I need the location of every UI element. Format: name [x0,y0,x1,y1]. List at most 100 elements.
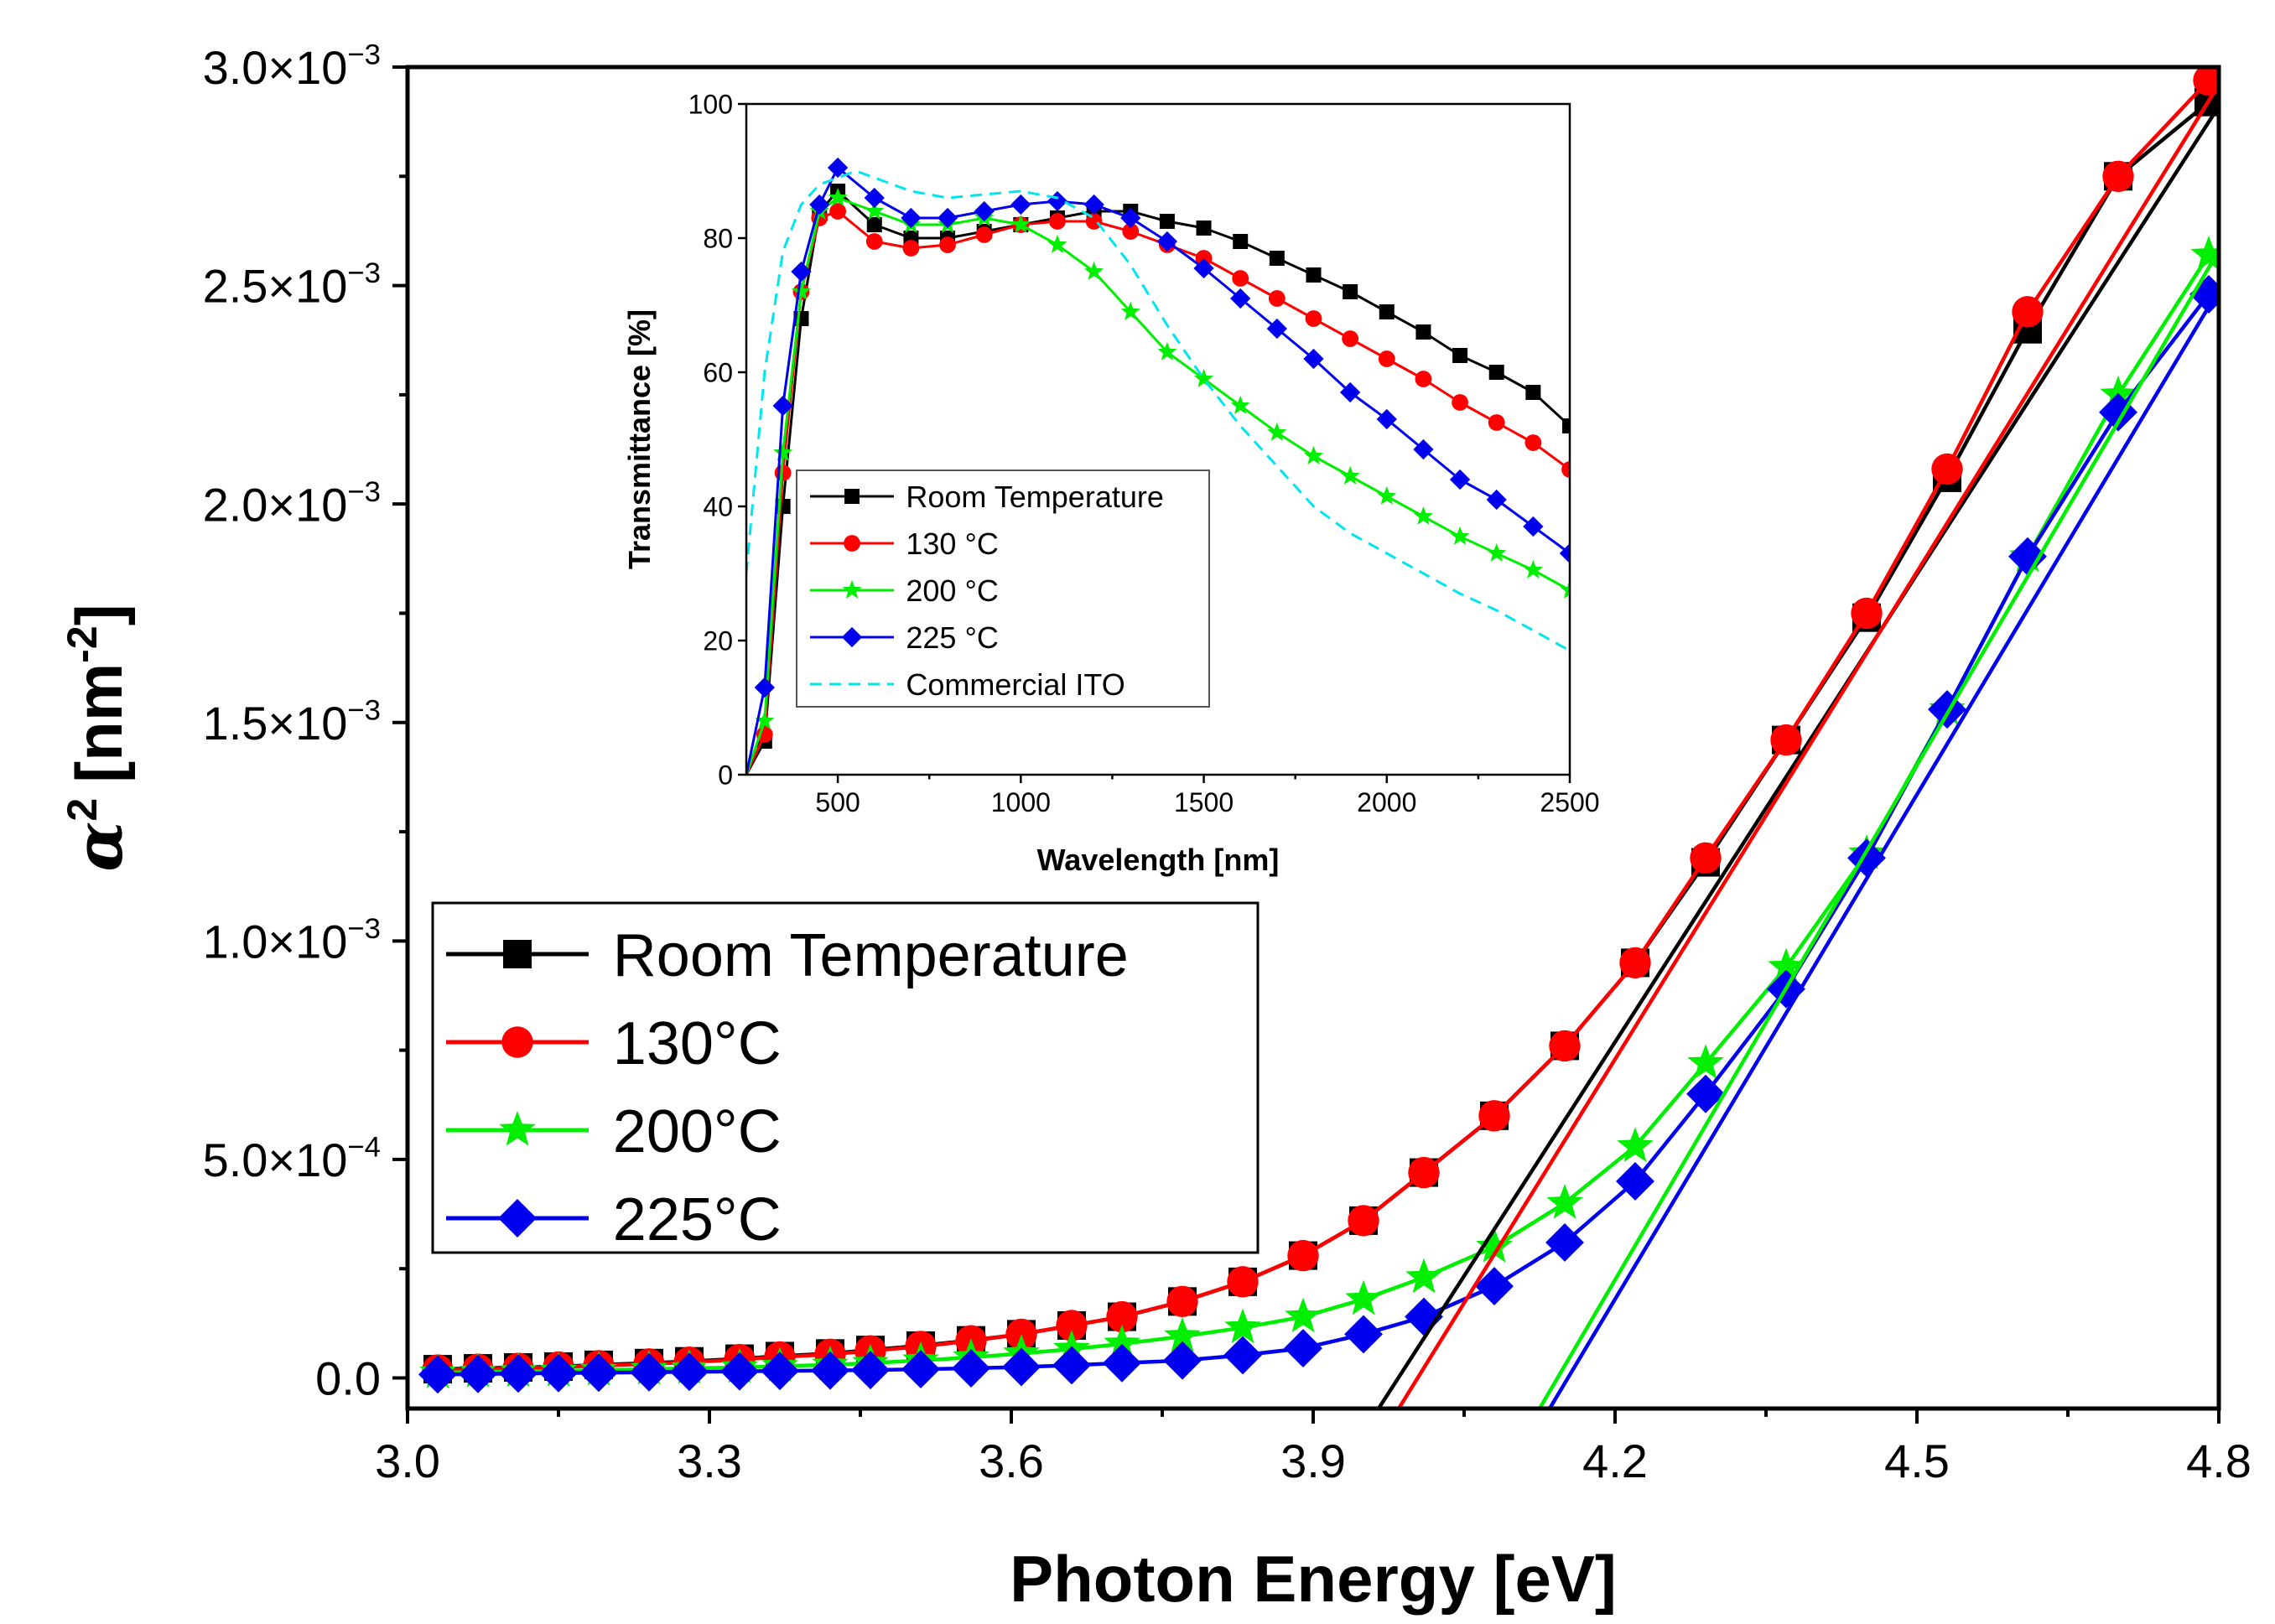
inset-point-130-c [1415,371,1432,387]
main-point-130-c [2102,160,2134,192]
main-y-tick-exponent: −3 [347,694,381,726]
main-point-200-c [1617,1127,1654,1162]
main-point-225-c [1002,1347,1041,1387]
main-y-axis-title-close: ] [62,604,136,625]
inset-x-tick-label: 1000 [991,787,1051,817]
main-y-tick-mantissa: 3.0×10 [203,41,348,94]
main-point-225-c [1344,1315,1383,1354]
main-y-tick-exponent: −3 [347,913,381,945]
main-legend-label: 200°C [613,1098,782,1165]
inset-legend-label: 130 °C [906,527,998,561]
inset-legend-swatch-marker [841,626,863,648]
main-point-130-c [1931,453,1963,485]
inset-x-tick-label: 2000 [1357,787,1416,817]
main-point-225-c [459,1354,497,1393]
main-point-130-c [2012,296,2044,328]
main-point-225-c [1545,1223,1584,1262]
main-legend-item-room-temperature: Room Temperature [446,922,1129,989]
inset-point-200-c [1303,445,1324,464]
main-point-130-c [1408,1156,1440,1189]
main-point-200-c [1104,1324,1140,1360]
main-y-axis-title-unit-sup: -2 [59,625,106,662]
main-point-225-c [2099,392,2137,432]
main-point-225-c [499,1354,538,1393]
main-point-225-c [901,1350,940,1389]
inset-point-225-c [1083,194,1104,215]
main-point-200-c [1285,1297,1322,1333]
main-x-tick-label: 4.5 [1884,1435,1950,1487]
main-legend-label: 225°C [613,1186,782,1253]
main-point-200-c [1345,1279,1382,1315]
main-point-130-c [1348,1205,1379,1237]
main-legend-swatch-marker [498,1199,537,1237]
main-point-225-c [1847,838,1886,878]
inset-point-130-c [1378,350,1395,367]
inset-clipped-series [746,157,1570,775]
inset-point-225-c [791,261,812,283]
main-y-tick-label: 2.0×10−3 [203,476,381,532]
main-point-225-c [1284,1329,1322,1368]
main-point-225-c [670,1352,709,1392]
inset-point-room-temperature [1343,284,1358,299]
inset-point-room-temperature [1233,234,1249,249]
main-y-tick-label: 1.0×10−3 [203,913,381,968]
main-point-225-c [1223,1336,1262,1375]
main-chart: 3.0 3.3 3.6 3.9 4.2 4.5 4.8 0.05.0×10−41.0×10−… [59,39,2252,1616]
inset-legend: Room Temperature 130 °C 200 °C 225 °C Commer… [796,470,1210,708]
inset-point-130-c [1561,461,1570,478]
inset-x-tick-label: 1500 [1174,787,1234,817]
main-point-225-c [418,1355,457,1394]
inset-x-tick-label: 2500 [1540,787,1599,817]
inset-legend-label: 200 °C [906,573,998,608]
inset-point-200-c [1157,341,1177,361]
main-y-axis-title: α2 [nm-2] [59,604,138,871]
inset-point-room-temperature [1269,251,1285,266]
inset-chart: 500 1000 1500 2000 2500 0 20 40 60 80 100 Wavelen… [622,90,1600,877]
inset-point-200-c [1523,559,1543,579]
main-point-225-c [630,1352,668,1392]
main-legend-label: 130°C [613,1010,782,1077]
main-point-200-c [1687,1044,1724,1079]
main-x-tick-label: 4.8 [2186,1435,2252,1487]
main-point-225-c [1052,1346,1091,1385]
main-clipped-fits [1377,83,2219,1409]
inset-point-225-c [1449,469,1471,490]
inset-y-axis: 0 20 40 60 80 100 [688,90,746,791]
main-y-tick-label: 1.5×10−3 [203,694,381,750]
inset-point-225-c [974,200,995,222]
inset-point-130-c [865,233,883,250]
main-point-225-c [2008,537,2047,576]
main-legend-item-130-c: 130°C [446,1010,782,1077]
main-point-225-c [1103,1343,1141,1383]
inset-point-130-c [902,240,920,257]
main-point-225-c [1686,1074,1725,1113]
main-legend-entries: Room Temperature 130°C 200°C 225°C [446,922,1129,1253]
inset-point-200-c [1120,301,1140,320]
inset-point-130-c [1452,394,1468,411]
inset-point-200-c [828,187,848,206]
main-x-tick-label: 3.3 [677,1435,742,1487]
main-legend-item-225-c: 225°C [446,1186,782,1253]
main-point-130-c [1549,1030,1581,1062]
main-point-225-c [1163,1341,1202,1380]
inset-point-130-c [1488,414,1505,431]
main-point-130-c [1056,1310,1088,1341]
inset-point-200-c [1010,214,1031,233]
inset-y-tick-label: 60 [703,358,733,388]
inset-x-axis-title: Wavelength [nm] [1037,843,1280,877]
inset-point-225-c [1010,194,1031,215]
inset-legend-item-room-temperature: Room Temperature [810,480,1164,514]
main-legend-swatch-marker [501,1026,533,1058]
main-point-225-c [1928,690,1966,729]
inset-series-225-c [746,157,1570,775]
main-fit-lines [1377,83,2219,1409]
inset-legend-item-225-c: 225 °C [810,620,999,655]
inset-legend-item-commercial-ito: Commercial ITO [810,667,1125,702]
inset-point-200-c [1084,261,1104,280]
main-x-tick-label: 3.0 [375,1435,440,1487]
main-x-tick-label: 3.6 [979,1435,1044,1487]
inset-legend-label: 225 °C [906,620,998,655]
inset-x-tick-label: 500 [815,787,860,817]
inset-plot-frame [745,102,1571,776]
